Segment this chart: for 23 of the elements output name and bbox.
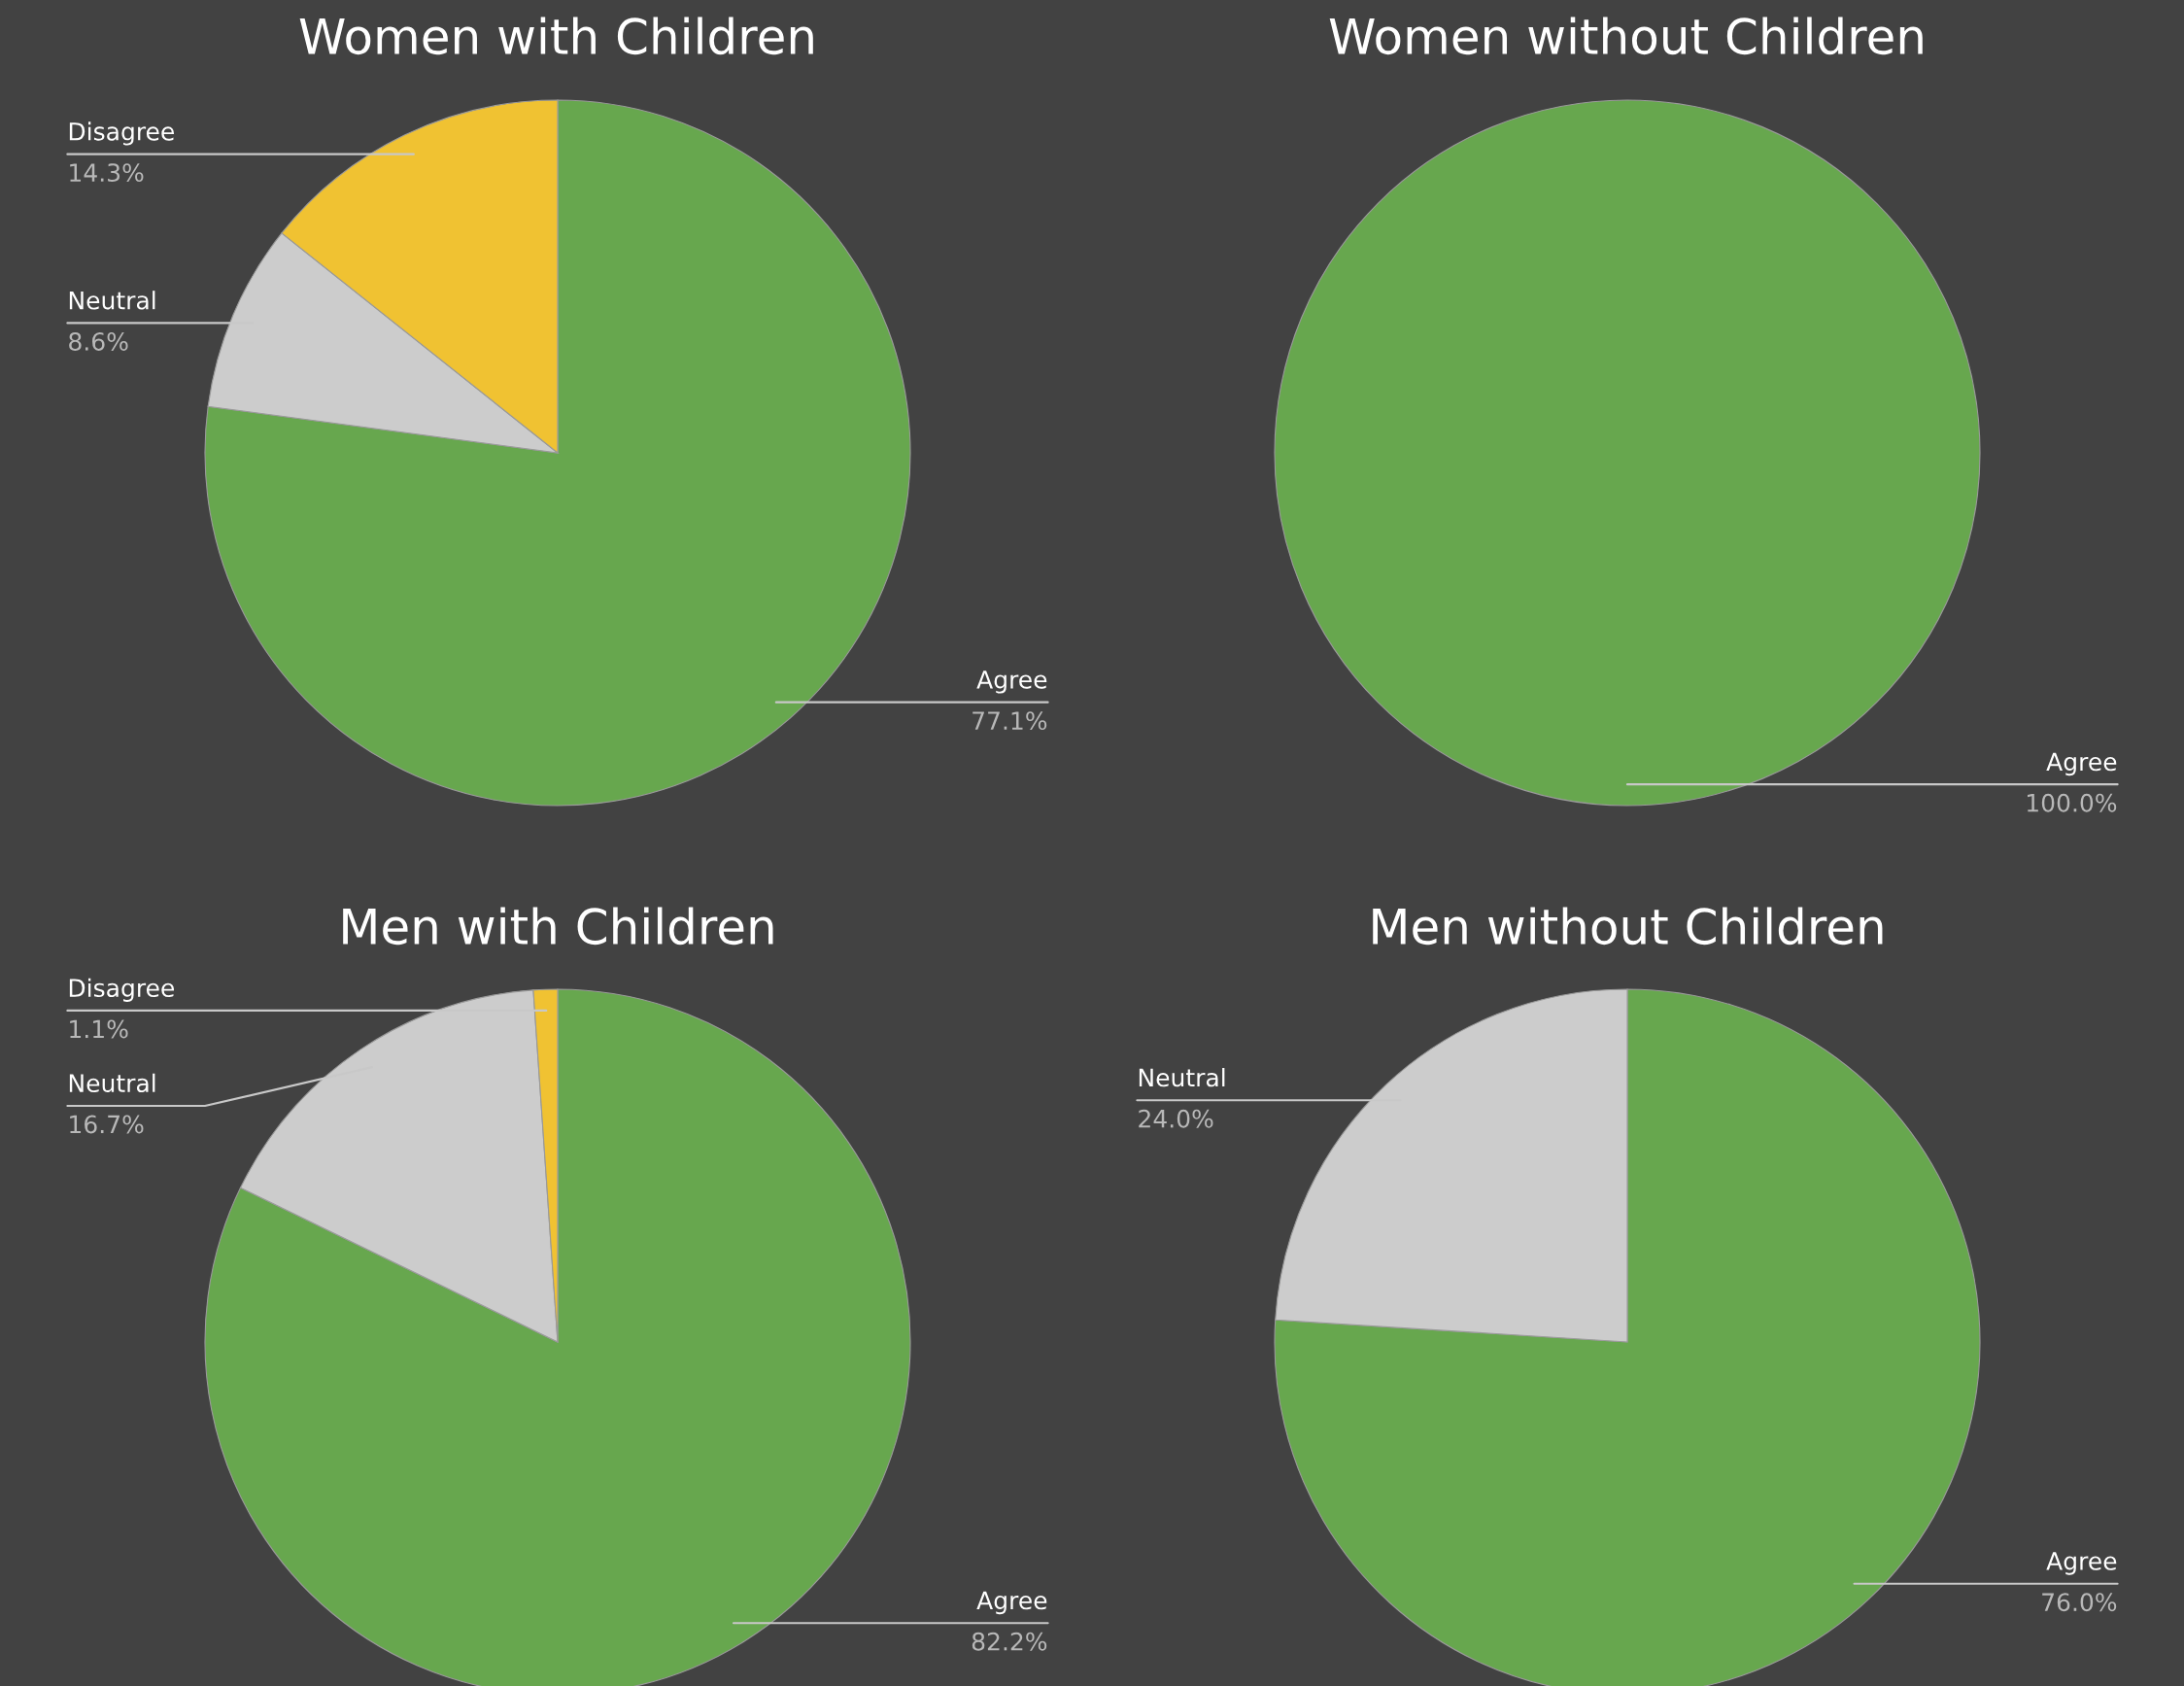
chart-title: Men with Children: [343, 907, 773, 946]
data-label: 76.0%: [2042, 1593, 2117, 1612]
chart-title: Women with Children: [299, 17, 813, 55]
data-label: 82.2%: [972, 1632, 1047, 1651]
slice-label: Disagree: [69, 978, 174, 1002]
data-label: 77.1%: [973, 711, 1047, 731]
slice-label: Neutral: [69, 1073, 155, 1093]
slice-label: Agree: [2046, 752, 2117, 776]
slice-label: Agree: [976, 1591, 1047, 1615]
slice-label: Neutral: [69, 291, 155, 310]
chart-title: Women without Children: [1329, 17, 1923, 55]
slice-label: Agree: [2046, 1552, 2117, 1575]
chart-title: Men without Children: [1373, 907, 1883, 946]
data-label: 16.7%: [70, 1115, 144, 1134]
pie-slice: [204, 99, 911, 807]
data-label: 100.0%: [2027, 793, 2117, 812]
data-label: 8.6%: [69, 331, 128, 351]
data-label: 1.1%: [70, 1019, 128, 1039]
slice-label: Neutral: [1139, 1067, 1225, 1087]
slice-label: Agree: [976, 671, 1047, 694]
slice-label: Disagree: [69, 121, 174, 146]
data-label: 14.3%: [70, 163, 144, 183]
data-label: 24.0%: [1139, 1109, 1213, 1128]
